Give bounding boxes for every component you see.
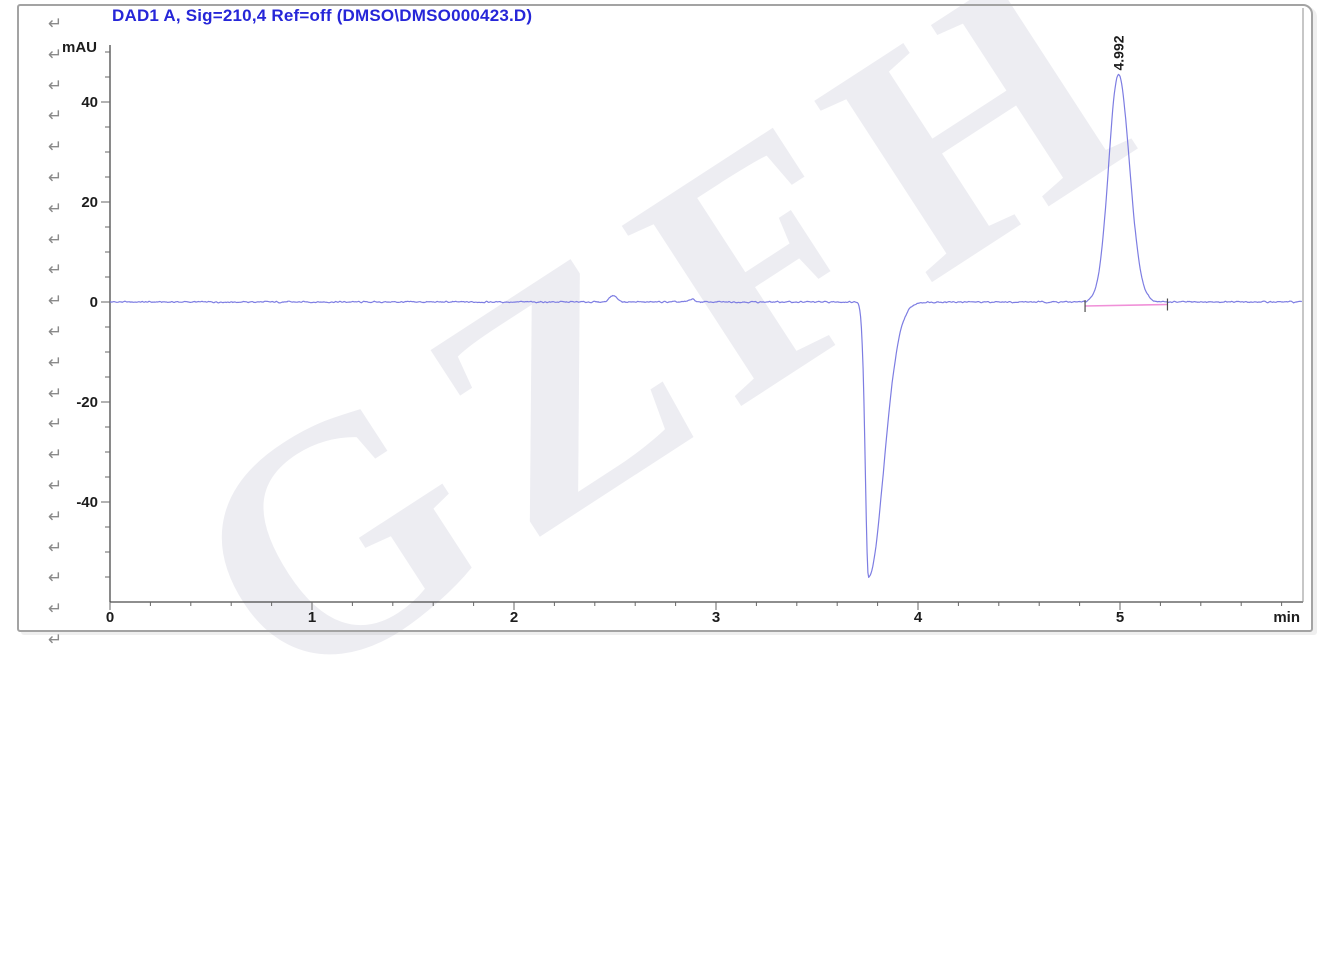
x-tick-label: 2 bbox=[510, 609, 518, 626]
y-tick-label: -20 bbox=[76, 394, 98, 411]
y-axis-unit-label: mAU bbox=[62, 39, 98, 56]
y-tick-label: 20 bbox=[81, 194, 98, 211]
y-tick-label: 40 bbox=[81, 94, 98, 111]
chromatogram-trace bbox=[109, 73, 1303, 578]
integration-baseline bbox=[1085, 303, 1168, 307]
y-tick-label: 0 bbox=[90, 294, 98, 311]
chromatogram-title: DAD1 A, Sig=210,4 Ref=off (DMSO\DMSO0004… bbox=[112, 6, 533, 25]
chromatogram-plot: 40 20 0 -20 -40 0 1 2 3 4 5 min 4.992 bbox=[76, 8, 1304, 626]
chromatogram-panel bbox=[17, 4, 1309, 628]
x-tick-label: 5 bbox=[1116, 609, 1124, 626]
x-axis-unit-label: min bbox=[1273, 609, 1300, 626]
x-tick-label: 1 bbox=[308, 609, 316, 626]
x-tick-label: 4 bbox=[914, 609, 923, 626]
x-tick-label: 3 bbox=[712, 609, 720, 626]
peak-retention-time-label: 4.992 bbox=[1110, 35, 1126, 70]
y-tick-label: -40 bbox=[76, 494, 98, 511]
x-tick-label: 0 bbox=[106, 609, 114, 626]
